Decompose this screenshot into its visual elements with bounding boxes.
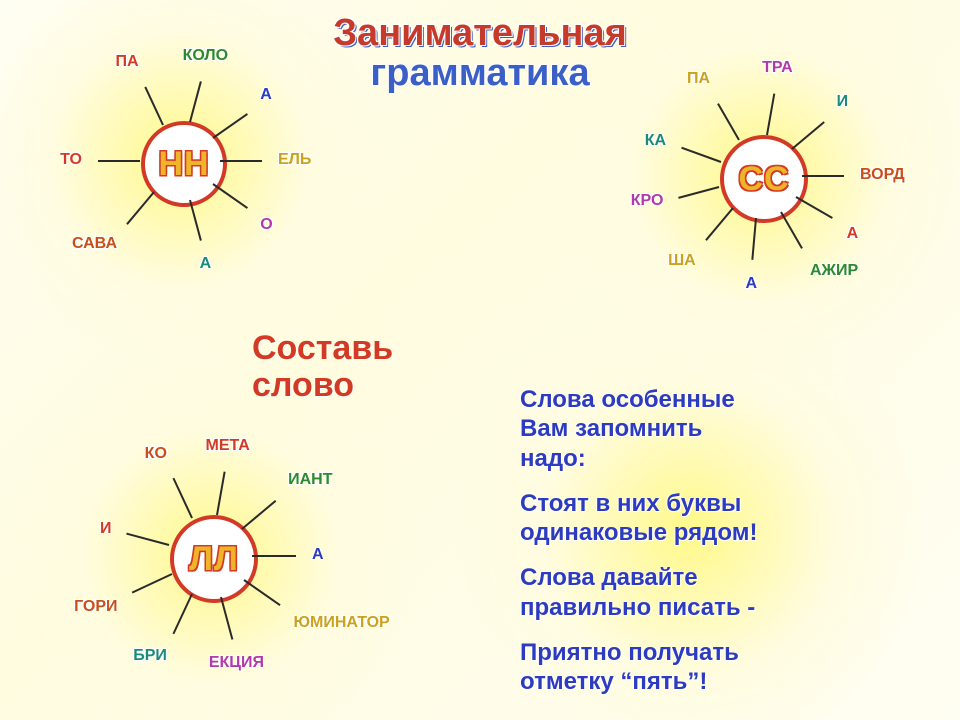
ray-label: ША bbox=[668, 252, 696, 270]
ray-line bbox=[802, 175, 844, 177]
ray-label: И bbox=[100, 520, 112, 538]
ray-label: БРИ bbox=[133, 647, 167, 665]
ray-label: САВА bbox=[72, 235, 117, 253]
ray-label: ГОРИ bbox=[74, 598, 117, 616]
body-paragraph: Стоят в них буквыодинаковые рядом! bbox=[520, 489, 757, 548]
sun-center: ЛЛ bbox=[170, 515, 258, 603]
sun-center: СС bbox=[720, 135, 808, 223]
ray-label: ЕЛЬ bbox=[278, 151, 311, 169]
ray-label: КА bbox=[645, 132, 666, 150]
ray-label: И bbox=[837, 93, 849, 111]
ray-line bbox=[98, 160, 140, 162]
title-line1: Занимательная bbox=[0, 14, 960, 54]
body-paragraph: Слова особенныеВам запомнитьнадо: bbox=[520, 385, 757, 473]
ray-label: А bbox=[847, 225, 859, 243]
ray-label: МЕТА bbox=[206, 437, 250, 455]
page-title: Занимательная грамматика bbox=[0, 14, 960, 94]
ray-label: КРО bbox=[631, 192, 664, 210]
ray-label: А bbox=[200, 255, 212, 273]
ray-label: О bbox=[260, 216, 272, 234]
ray-label: КО bbox=[145, 445, 167, 463]
ray-label: ЕКЦИЯ bbox=[209, 654, 264, 672]
ray-line bbox=[220, 160, 262, 162]
body-paragraph: Слова давайтеправильно писать - bbox=[520, 563, 757, 622]
sun-center: НН bbox=[141, 121, 227, 207]
sun-center-text: СС bbox=[738, 160, 789, 199]
ray-label: АЖИР bbox=[810, 262, 858, 280]
ray-label: А bbox=[312, 546, 324, 564]
ray-label: ВОРД bbox=[860, 166, 905, 184]
ray-line bbox=[252, 555, 296, 557]
title-line2: грамматика bbox=[0, 54, 960, 94]
body-text: Слова особенныеВам запомнитьнадо: Стоят в… bbox=[520, 385, 757, 712]
subtitle-line2: слово bbox=[252, 366, 354, 404]
subtitle-line1: Составь bbox=[252, 329, 393, 367]
sun-center-text: ЛЛ bbox=[189, 540, 239, 579]
ray-label: А bbox=[746, 275, 758, 293]
body-paragraph: Приятно получатьотметку “пять”! bbox=[520, 638, 757, 697]
subtitle: Составь слово bbox=[252, 330, 393, 405]
ray-label: ЮМИНАТОР bbox=[294, 614, 390, 632]
sun-center-text: НН bbox=[158, 145, 209, 184]
ray-label: ТО bbox=[60, 151, 82, 169]
ray-label: ИАНТ bbox=[288, 471, 332, 489]
